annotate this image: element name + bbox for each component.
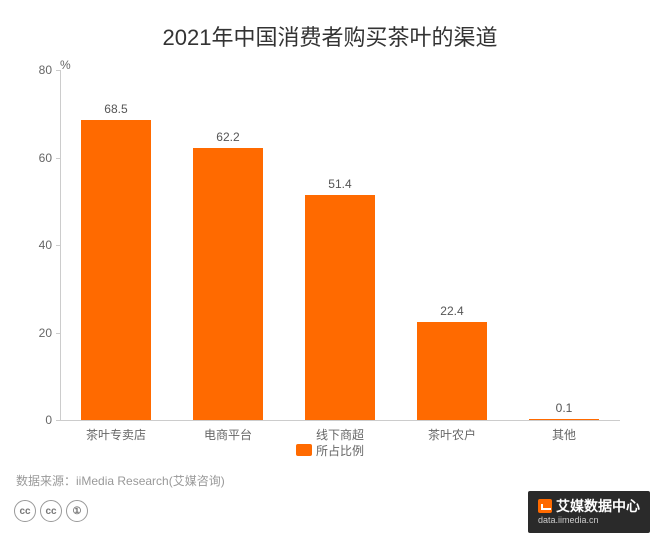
y-tick-label: 80 (0, 63, 52, 77)
x-category-label: 茶叶专卖店 (86, 426, 146, 443)
source-prefix: 数据来源： (16, 474, 76, 488)
y-tick-label: 40 (0, 238, 52, 252)
license-badge: ① (66, 500, 88, 522)
y-tick-label: 60 (0, 151, 52, 165)
x-category-label: 电商平台 (204, 426, 252, 443)
watermark: 艾媒数据中心 data.iimedia.cn (528, 491, 650, 533)
bar: 51.4 (305, 195, 374, 420)
watermark-subtitle: data.iimedia.cn (538, 515, 640, 527)
chart-title: 2021年中国消费者购买茶叶的渠道 (0, 0, 660, 52)
license-badge: cc (14, 500, 36, 522)
bar: 68.5 (81, 120, 150, 420)
license-badges: cccc① (14, 500, 92, 522)
source-line: 数据来源：iiMedia Research(艾媒咨询) (16, 472, 225, 489)
source-text: iiMedia Research(艾媒咨询) (76, 474, 225, 488)
x-category-label: 其他 (552, 426, 576, 443)
y-tick-label: 20 (0, 326, 52, 340)
legend-label: 所占比例 (316, 444, 364, 458)
bar-value-label: 0.1 (529, 401, 598, 415)
y-tick (56, 420, 61, 421)
watermark-title: 艾媒数据中心 (556, 498, 640, 514)
license-badge: cc (40, 500, 62, 522)
bar: 0.1 (529, 419, 598, 420)
bar-value-label: 22.4 (417, 304, 486, 318)
bar: 22.4 (417, 322, 486, 420)
y-tick-label: 0 (0, 413, 52, 427)
watermark-icon (538, 499, 552, 513)
chart-container: 2021年中国消费者购买茶叶的渠道 % 020406080 68.562.251… (0, 0, 660, 543)
bar-value-label: 68.5 (81, 102, 150, 116)
bar: 62.2 (193, 148, 262, 420)
x-category-label: 线下商超 (316, 426, 364, 443)
bar-value-label: 62.2 (193, 130, 262, 144)
legend-swatch (296, 444, 312, 456)
legend: 所占比例 (0, 442, 660, 459)
x-category-label: 茶叶农户 (428, 426, 476, 443)
x-axis-line (60, 420, 620, 421)
bar-value-label: 51.4 (305, 177, 374, 191)
plot-area: 68.5 62.2 51.4 22.4 0.1 (60, 70, 620, 420)
